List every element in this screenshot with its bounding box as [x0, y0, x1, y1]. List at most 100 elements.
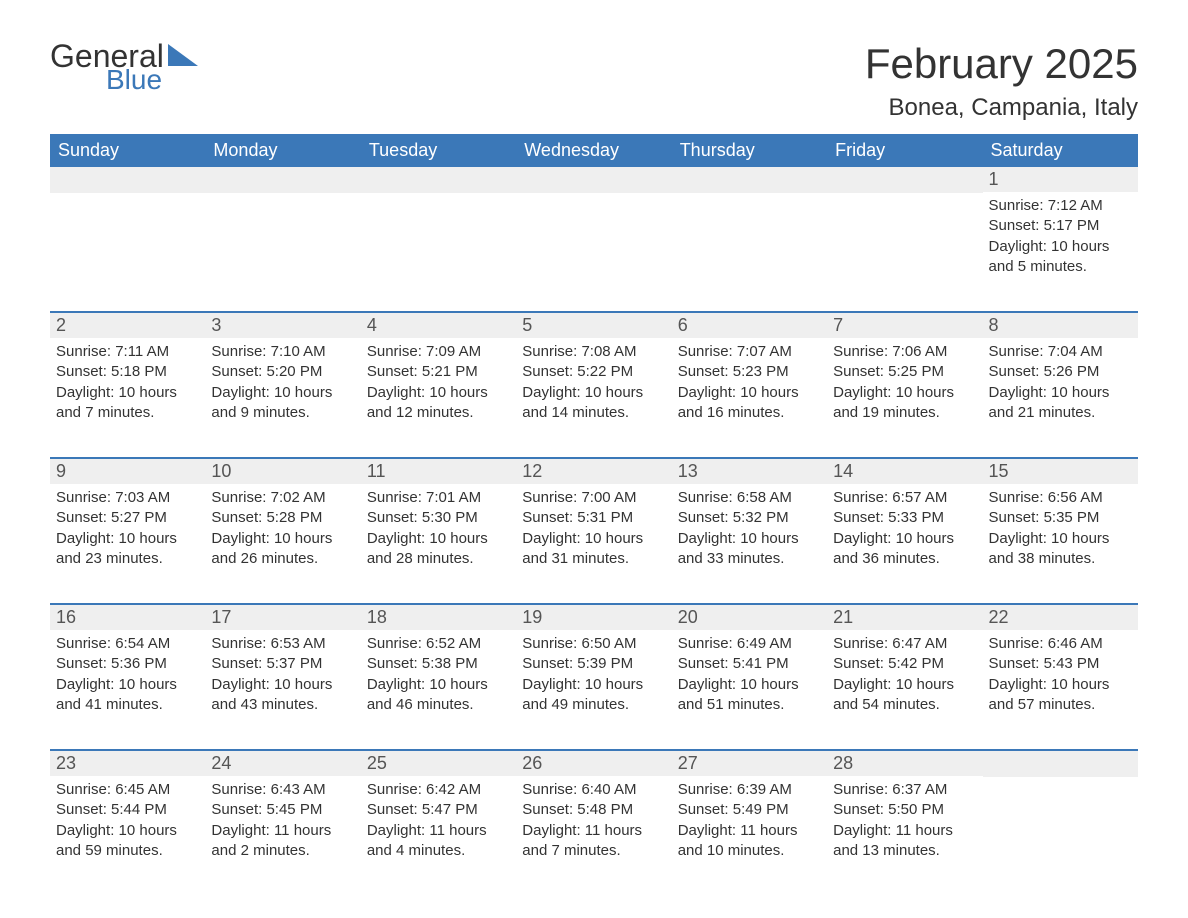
- day-info: Sunrise: 6:47 AMSunset: 5:42 PMDaylight:…: [827, 630, 982, 723]
- day-info: Sunrise: 7:11 AMSunset: 5:18 PMDaylight:…: [50, 338, 205, 431]
- day-info: Sunrise: 6:39 AMSunset: 5:49 PMDaylight:…: [672, 776, 827, 869]
- day-info: Sunrise: 6:40 AMSunset: 5:48 PMDaylight:…: [516, 776, 671, 869]
- day-number: [50, 167, 205, 193]
- day-number: [205, 167, 360, 193]
- day-info: Sunrise: 7:07 AMSunset: 5:23 PMDaylight:…: [672, 338, 827, 431]
- day-number: 3: [205, 313, 360, 338]
- day-info: Sunrise: 6:43 AMSunset: 5:45 PMDaylight:…: [205, 776, 360, 869]
- day-header: Tuesday: [361, 134, 516, 167]
- day-header-row: Sunday Monday Tuesday Wednesday Thursday…: [50, 134, 1138, 167]
- day-number: 22: [983, 605, 1138, 630]
- calendar-cell: 19Sunrise: 6:50 AMSunset: 5:39 PMDayligh…: [516, 605, 671, 725]
- calendar-cell: 6Sunrise: 7:07 AMSunset: 5:23 PMDaylight…: [672, 313, 827, 433]
- calendar-cell: 10Sunrise: 7:02 AMSunset: 5:28 PMDayligh…: [205, 459, 360, 579]
- day-info: Sunrise: 6:54 AMSunset: 5:36 PMDaylight:…: [50, 630, 205, 723]
- calendar-cell: [50, 167, 205, 287]
- day-number: 24: [205, 751, 360, 776]
- calendar-cell: 13Sunrise: 6:58 AMSunset: 5:32 PMDayligh…: [672, 459, 827, 579]
- calendar-cell: [205, 167, 360, 287]
- calendar-cell: 5Sunrise: 7:08 AMSunset: 5:22 PMDaylight…: [516, 313, 671, 433]
- day-number: 28: [827, 751, 982, 776]
- calendar-cell: 25Sunrise: 6:42 AMSunset: 5:47 PMDayligh…: [361, 751, 516, 871]
- calendar-cell: 15Sunrise: 6:56 AMSunset: 5:35 PMDayligh…: [983, 459, 1138, 579]
- day-info: Sunrise: 6:50 AMSunset: 5:39 PMDaylight:…: [516, 630, 671, 723]
- calendar-cell: 12Sunrise: 7:00 AMSunset: 5:31 PMDayligh…: [516, 459, 671, 579]
- day-header: Friday: [827, 134, 982, 167]
- location: Bonea, Campania, Italy: [865, 94, 1138, 122]
- day-info: Sunrise: 6:58 AMSunset: 5:32 PMDaylight:…: [672, 484, 827, 577]
- day-number: 27: [672, 751, 827, 776]
- calendar-cell: [672, 167, 827, 287]
- calendar-cell: 4Sunrise: 7:09 AMSunset: 5:21 PMDaylight…: [361, 313, 516, 433]
- day-number: 5: [516, 313, 671, 338]
- calendar-cell: 11Sunrise: 7:01 AMSunset: 5:30 PMDayligh…: [361, 459, 516, 579]
- day-info: Sunrise: 6:57 AMSunset: 5:33 PMDaylight:…: [827, 484, 982, 577]
- day-number: 16: [50, 605, 205, 630]
- day-info: Sunrise: 6:49 AMSunset: 5:41 PMDaylight:…: [672, 630, 827, 723]
- day-number: [361, 167, 516, 193]
- calendar-cell: 16Sunrise: 6:54 AMSunset: 5:36 PMDayligh…: [50, 605, 205, 725]
- day-number: 21: [827, 605, 982, 630]
- calendar: Sunday Monday Tuesday Wednesday Thursday…: [50, 134, 1138, 871]
- calendar-cell: 3Sunrise: 7:10 AMSunset: 5:20 PMDaylight…: [205, 313, 360, 433]
- day-info: Sunrise: 6:52 AMSunset: 5:38 PMDaylight:…: [361, 630, 516, 723]
- header: General Blue February 2025 Bonea, Campan…: [50, 40, 1138, 122]
- week-row: 16Sunrise: 6:54 AMSunset: 5:36 PMDayligh…: [50, 603, 1138, 725]
- logo: General Blue: [50, 40, 198, 94]
- calendar-cell: 27Sunrise: 6:39 AMSunset: 5:49 PMDayligh…: [672, 751, 827, 871]
- day-number: [516, 167, 671, 193]
- day-number: 23: [50, 751, 205, 776]
- day-header: Wednesday: [516, 134, 671, 167]
- day-info: Sunrise: 7:03 AMSunset: 5:27 PMDaylight:…: [50, 484, 205, 577]
- day-info: Sunrise: 7:12 AMSunset: 5:17 PMDaylight:…: [983, 192, 1138, 285]
- week-row: 1Sunrise: 7:12 AMSunset: 5:17 PMDaylight…: [50, 167, 1138, 287]
- day-number: 25: [361, 751, 516, 776]
- calendar-cell: 23Sunrise: 6:45 AMSunset: 5:44 PMDayligh…: [50, 751, 205, 871]
- day-info: Sunrise: 7:01 AMSunset: 5:30 PMDaylight:…: [361, 484, 516, 577]
- title-block: February 2025 Bonea, Campania, Italy: [865, 40, 1138, 122]
- calendar-cell: 14Sunrise: 6:57 AMSunset: 5:33 PMDayligh…: [827, 459, 982, 579]
- day-number: 9: [50, 459, 205, 484]
- day-number: [827, 167, 982, 193]
- day-info: Sunrise: 7:06 AMSunset: 5:25 PMDaylight:…: [827, 338, 982, 431]
- day-number: [983, 751, 1138, 777]
- calendar-cell: [983, 751, 1138, 871]
- day-number: 18: [361, 605, 516, 630]
- day-header: Monday: [205, 134, 360, 167]
- week-row: 2Sunrise: 7:11 AMSunset: 5:18 PMDaylight…: [50, 311, 1138, 433]
- day-info: Sunrise: 6:56 AMSunset: 5:35 PMDaylight:…: [983, 484, 1138, 577]
- day-number: 2: [50, 313, 205, 338]
- day-info: Sunrise: 7:04 AMSunset: 5:26 PMDaylight:…: [983, 338, 1138, 431]
- day-number: 10: [205, 459, 360, 484]
- day-number: 4: [361, 313, 516, 338]
- day-number: 8: [983, 313, 1138, 338]
- calendar-cell: 2Sunrise: 7:11 AMSunset: 5:18 PMDaylight…: [50, 313, 205, 433]
- calendar-cell: [361, 167, 516, 287]
- day-header: Saturday: [983, 134, 1138, 167]
- logo-triangle-icon: [168, 44, 198, 71]
- calendar-cell: [516, 167, 671, 287]
- day-number: 15: [983, 459, 1138, 484]
- day-number: 1: [983, 167, 1138, 192]
- calendar-cell: 7Sunrise: 7:06 AMSunset: 5:25 PMDaylight…: [827, 313, 982, 433]
- day-info: Sunrise: 7:02 AMSunset: 5:28 PMDaylight:…: [205, 484, 360, 577]
- day-info: Sunrise: 6:46 AMSunset: 5:43 PMDaylight:…: [983, 630, 1138, 723]
- calendar-cell: 24Sunrise: 6:43 AMSunset: 5:45 PMDayligh…: [205, 751, 360, 871]
- day-info: Sunrise: 7:08 AMSunset: 5:22 PMDaylight:…: [516, 338, 671, 431]
- day-header: Sunday: [50, 134, 205, 167]
- calendar-cell: 17Sunrise: 6:53 AMSunset: 5:37 PMDayligh…: [205, 605, 360, 725]
- month-title: February 2025: [865, 40, 1138, 88]
- day-info: Sunrise: 6:37 AMSunset: 5:50 PMDaylight:…: [827, 776, 982, 869]
- day-number: 14: [827, 459, 982, 484]
- calendar-cell: 1Sunrise: 7:12 AMSunset: 5:17 PMDaylight…: [983, 167, 1138, 287]
- calendar-cell: 22Sunrise: 6:46 AMSunset: 5:43 PMDayligh…: [983, 605, 1138, 725]
- day-number: 6: [672, 313, 827, 338]
- calendar-cell: 9Sunrise: 7:03 AMSunset: 5:27 PMDaylight…: [50, 459, 205, 579]
- calendar-cell: [827, 167, 982, 287]
- day-info: Sunrise: 7:09 AMSunset: 5:21 PMDaylight:…: [361, 338, 516, 431]
- calendar-cell: 18Sunrise: 6:52 AMSunset: 5:38 PMDayligh…: [361, 605, 516, 725]
- calendar-cell: 21Sunrise: 6:47 AMSunset: 5:42 PMDayligh…: [827, 605, 982, 725]
- day-number: [672, 167, 827, 193]
- day-info: Sunrise: 6:42 AMSunset: 5:47 PMDaylight:…: [361, 776, 516, 869]
- day-info: Sunrise: 6:45 AMSunset: 5:44 PMDaylight:…: [50, 776, 205, 869]
